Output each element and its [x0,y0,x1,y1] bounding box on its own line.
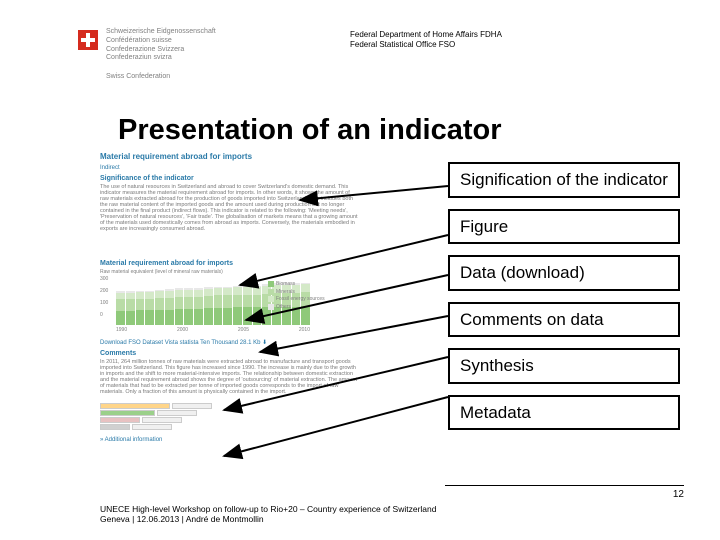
confederation-text: Schweizerische Eidgenossenschaft Confédé… [106,28,216,82]
comments-heading: Comments [100,350,360,357]
x-tick: 2000 [177,327,188,333]
x-axis-labels: 1990 2000 2005 2010 [116,327,310,333]
department-block: Federal Department of Home Affairs FDHA … [350,30,502,49]
mini-chart: 300 200 100 0 1990 2000 2005 2010 Biomas… [100,277,330,333]
y-axis-labels: 300 200 100 0 [100,277,108,325]
download-line: Download FSO Dataset Vista statista Ten … [100,339,360,346]
x-tick: 2005 [238,327,249,333]
bar [165,289,174,325]
bar [184,288,193,325]
box-data-download: Data (download) [448,255,680,291]
synthesis-row [100,424,360,430]
legend-item: Fossil energy sources [276,296,325,303]
tab-indirect: Indirect [100,165,360,171]
x-tick: 1990 [116,327,127,333]
figure-heading: Material requirement abroad for imports [100,260,360,267]
chart-legend: Biomass Minerals Fossil energy sources O… [268,281,338,311]
footer: UNECE High-level Workshop on follow-up t… [100,504,436,524]
header-block: Schweizerische Eidgenossenschaft Confédé… [78,28,216,82]
x-tick: 2010 [299,327,310,333]
box-metadata: Metadata [448,395,680,431]
additional-info-link: » Additional information [100,437,360,443]
y-tick: 0 [100,313,108,325]
bar [223,287,232,325]
footer-line1: UNECE High-level Workshop on follow-up t… [100,504,436,514]
legend-item: Biomass [276,281,295,288]
bar [243,286,252,325]
box-signification: Signification of the indicator [448,162,680,198]
synthesis-row [100,417,360,423]
box-figure: Figure [448,209,680,245]
bar [155,290,164,325]
confed-langs: Schweizerische Eidgenossenschaft Confédé… [106,28,216,63]
bar [253,286,262,325]
slide-title: Presentation of an indicator [118,114,502,147]
swiss-flag-icon [78,30,98,50]
comments-body: In 2011, 264 million tonnes of raw mater… [100,359,360,399]
dept-line2: Federal Statistical Office FSO [350,40,502,50]
footer-line2: Geneva | 12.06.2013 | André de Montmolli… [100,514,436,524]
synthesis-row [100,410,360,416]
bar [233,286,242,325]
dept-line1: Federal Department of Home Affairs FDHA [350,30,502,40]
bar [194,288,203,325]
label-boxes: Signification of the indicator Figure Da… [448,162,680,430]
legend-item: Minerals [276,289,295,296]
indicator-page-mock: Material requirement abroad for imports … [100,152,360,476]
bar [204,287,213,325]
legend-item: Others [276,304,291,311]
bar [214,287,223,325]
synthesis-row [100,403,360,409]
figure-subtitle: Raw material equivalent (level of minera… [100,269,360,275]
bar [126,291,135,325]
bar [175,288,184,325]
mock-page-title: Material requirement abroad for imports [100,152,360,161]
sig-body: The use of natural resources in Switzerl… [100,184,360,256]
bar [136,291,145,325]
sig-heading: Significance of the indicator [100,175,360,182]
bar [145,291,154,325]
box-synthesis: Synthesis [448,348,680,384]
page-number: 12 [673,489,684,500]
footer-rule [445,485,684,486]
swiss-confederation-label: Swiss Confederation [106,73,216,82]
bar [116,291,125,325]
box-comments: Comments on data [448,302,680,338]
synthesis-bars [100,403,360,431]
